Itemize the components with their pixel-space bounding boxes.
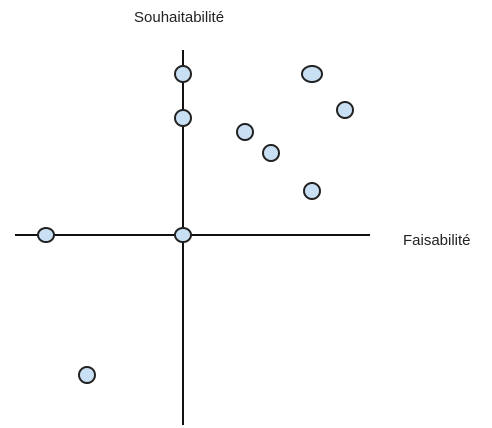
point-1 [174,65,192,83]
point-8 [37,227,55,243]
point-2 [301,65,323,83]
x-axis-label: Faisabilité [403,232,471,249]
point-6 [262,144,280,162]
point-7 [303,182,321,200]
point-3 [174,109,192,127]
point-10 [78,366,96,384]
point-5 [236,123,254,141]
y-axis-label: Souhaitabilité [134,9,225,26]
points-group [37,65,354,384]
point-4 [336,101,354,119]
point-9 [174,227,192,243]
